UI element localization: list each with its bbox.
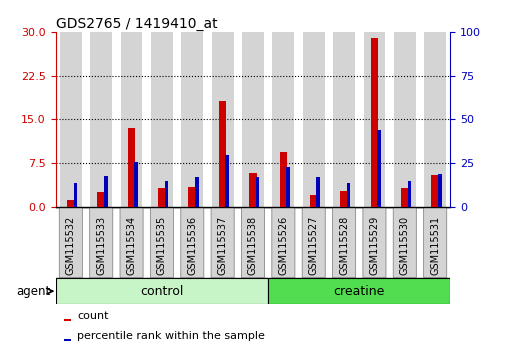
Text: GSM115527: GSM115527 [308, 216, 318, 275]
FancyBboxPatch shape [211, 207, 234, 278]
Bar [423, 32, 445, 207]
FancyBboxPatch shape [59, 207, 82, 278]
FancyBboxPatch shape [423, 207, 446, 278]
Bar [255, 177, 259, 207]
Text: GDS2765 / 1419410_at: GDS2765 / 1419410_at [56, 17, 217, 31]
Bar [272, 32, 294, 207]
Bar [164, 181, 168, 207]
FancyBboxPatch shape [332, 207, 355, 278]
Bar [104, 176, 108, 207]
Bar [60, 32, 82, 207]
FancyBboxPatch shape [150, 207, 173, 278]
Text: GSM115536: GSM115536 [187, 216, 197, 275]
Bar [194, 177, 198, 207]
Bar [97, 193, 105, 207]
Text: GSM115537: GSM115537 [217, 216, 227, 275]
Bar [279, 152, 287, 207]
Bar [188, 187, 196, 207]
Bar [181, 32, 203, 207]
Text: GSM115529: GSM115529 [369, 216, 379, 275]
Text: GSM115533: GSM115533 [96, 216, 106, 275]
FancyBboxPatch shape [392, 207, 416, 278]
Bar [316, 177, 320, 207]
Bar [376, 130, 380, 207]
Bar [128, 128, 135, 207]
FancyBboxPatch shape [120, 207, 143, 278]
FancyBboxPatch shape [268, 279, 449, 304]
Bar [393, 32, 415, 207]
FancyBboxPatch shape [271, 207, 294, 278]
Bar [241, 32, 264, 207]
Bar [431, 175, 438, 207]
FancyBboxPatch shape [89, 207, 113, 278]
Text: creatine: creatine [333, 285, 384, 298]
Text: control: control [140, 285, 183, 298]
Text: GSM115538: GSM115538 [247, 216, 258, 275]
Text: GSM115530: GSM115530 [399, 216, 409, 275]
Bar [90, 32, 112, 207]
Bar [120, 32, 142, 207]
FancyBboxPatch shape [241, 207, 264, 278]
Text: GSM115532: GSM115532 [66, 216, 76, 275]
Bar [346, 183, 350, 207]
Text: GSM115531: GSM115531 [429, 216, 439, 275]
FancyBboxPatch shape [301, 207, 325, 278]
Bar [332, 32, 355, 207]
Bar [407, 181, 411, 207]
Bar [310, 195, 317, 207]
Text: percentile rank within the sample: percentile rank within the sample [77, 331, 265, 341]
Bar [285, 167, 289, 207]
Text: agent: agent [16, 285, 50, 298]
Bar [73, 183, 77, 207]
Bar [150, 32, 173, 207]
Bar [67, 200, 75, 207]
FancyBboxPatch shape [362, 207, 385, 278]
Bar [211, 32, 233, 207]
Bar [437, 174, 441, 207]
Bar [64, 319, 71, 321]
Bar [370, 38, 378, 207]
Text: GSM115535: GSM115535 [157, 216, 167, 275]
Bar [249, 173, 257, 207]
Bar [400, 188, 408, 207]
Text: GSM115526: GSM115526 [278, 216, 288, 275]
Bar [134, 161, 138, 207]
Text: GSM115528: GSM115528 [338, 216, 348, 275]
Bar [225, 154, 229, 207]
FancyBboxPatch shape [56, 279, 268, 304]
Text: GSM115534: GSM115534 [126, 216, 136, 275]
Bar [302, 32, 324, 207]
Bar [363, 32, 385, 207]
Bar [158, 188, 166, 207]
Bar [64, 339, 71, 341]
FancyBboxPatch shape [180, 207, 204, 278]
Bar [339, 191, 347, 207]
Text: count: count [77, 311, 109, 321]
Bar [219, 101, 226, 207]
